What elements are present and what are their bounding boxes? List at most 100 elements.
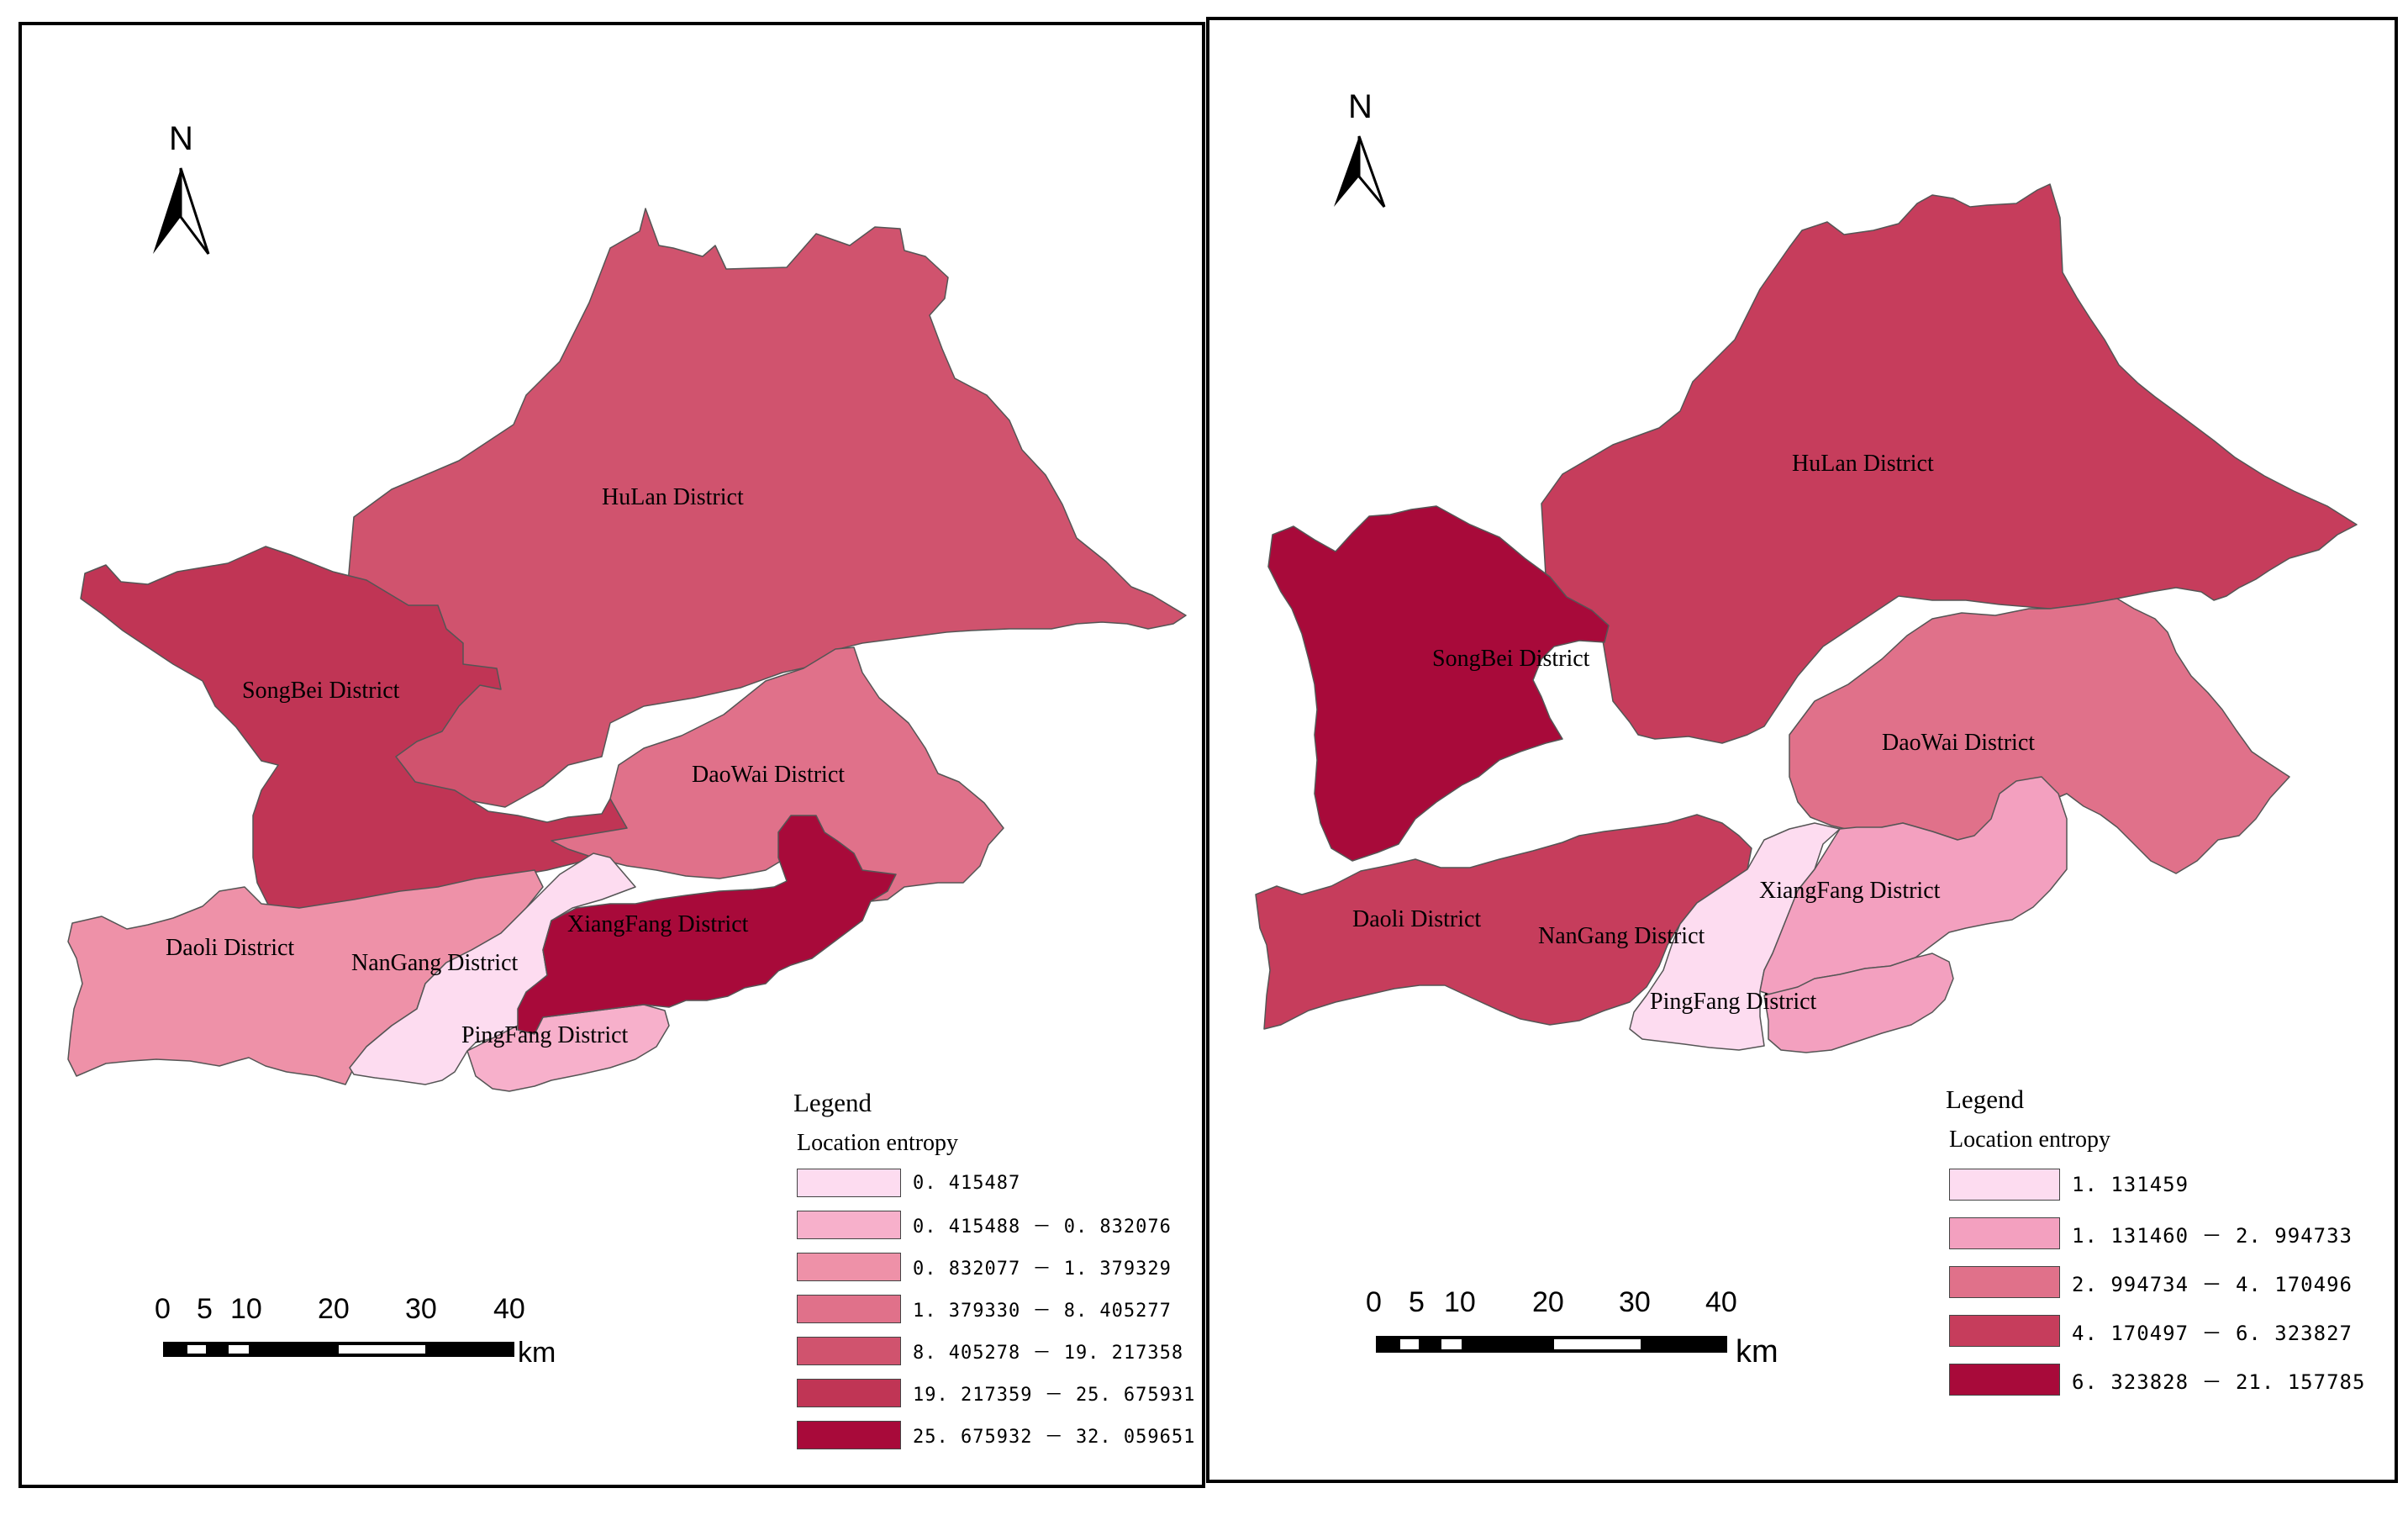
map-panel-right: N HuLan District SongBei District DaoWai… xyxy=(1206,17,2398,1483)
legend-subtitle: Location entropy xyxy=(797,1130,959,1156)
legend-item: 1. 379330 － 8. 405277 xyxy=(797,1295,1195,1323)
legend-label: 2. 994734 － 4. 170496 xyxy=(2072,1272,2353,1296)
north-arrow-left-half xyxy=(1334,136,1359,207)
district-songbei xyxy=(80,546,628,917)
scale-tick-10: 10 xyxy=(230,1293,262,1325)
label-songbei: SongBei District xyxy=(242,678,400,704)
district-labels: HuLan District SongBei District DaoWai D… xyxy=(166,484,845,1048)
label-xiangfang: XiangFang District xyxy=(567,911,749,937)
legend-left: Legend Location entropy 0. 415487 0. 415… xyxy=(793,1088,1195,1463)
scale-bar-frame xyxy=(1376,1336,1727,1353)
legend-item: 25. 675932 － 32. 059651 xyxy=(797,1421,1195,1449)
legend-item: 19. 217359 － 25. 675931 xyxy=(797,1379,1195,1407)
scale-tick-40: 40 xyxy=(1705,1286,1737,1318)
legend-swatch xyxy=(797,1295,901,1323)
legend-subtitle: Location entropy xyxy=(1949,1127,2111,1153)
legend-item: 1. 131459 xyxy=(1949,1169,2365,1201)
legend-swatch xyxy=(797,1421,901,1449)
label-hulan: HuLan District xyxy=(602,484,744,510)
legend-swatch xyxy=(797,1379,901,1407)
scale-seg-2 xyxy=(229,1345,249,1354)
scale-seg-1 xyxy=(1400,1339,1419,1349)
map-canvas-right: N HuLan District SongBei District DaoWai… xyxy=(1255,88,2358,1370)
scale-tick-5: 5 xyxy=(1409,1286,1425,1318)
scale-tick-10: 10 xyxy=(1444,1286,1476,1318)
legend-label: 8. 405278 － 19. 217358 xyxy=(913,1343,1184,1364)
legend-item: 4. 170497 － 6. 323827 xyxy=(1949,1315,2365,1347)
scale-tick-0: 0 xyxy=(1366,1286,1382,1318)
legend-label: 6. 323828 － 21. 157785 xyxy=(2072,1370,2366,1394)
legend-item: 2. 994734 － 4. 170496 xyxy=(1949,1266,2365,1298)
scale-tick-20: 20 xyxy=(318,1293,350,1325)
label-daoli: Daoli District xyxy=(1352,906,1481,932)
legend-swatch xyxy=(797,1337,901,1365)
legend-item: 1. 131460 － 2. 994733 xyxy=(1949,1217,2365,1249)
legend-item: 6. 323828 － 21. 157785 xyxy=(1949,1364,2365,1396)
legend-label: 0. 415487 xyxy=(913,1172,1021,1194)
scale-tick-20: 20 xyxy=(1532,1286,1564,1318)
north-arrow-letter: N xyxy=(169,120,193,157)
legend-label: 1. 131459 xyxy=(2072,1173,2189,1196)
north-arrow-right-half xyxy=(179,167,210,255)
label-songbei: SongBei District xyxy=(1432,646,1590,672)
district-pingfang xyxy=(1763,953,1954,1053)
scale-seg-3 xyxy=(1554,1339,1641,1349)
legend-item: 0. 832077 － 1. 379329 xyxy=(797,1253,1195,1281)
label-hulan: HuLan District xyxy=(1792,451,1934,477)
legend-label: 0. 832077 － 1. 379329 xyxy=(913,1259,1172,1280)
legend-title: Legend xyxy=(793,1088,872,1117)
legend-swatch xyxy=(1949,1169,2060,1201)
label-daowai: DaoWai District xyxy=(1882,730,2035,756)
scale-tick-40: 40 xyxy=(493,1293,525,1325)
legend-label: 1. 131460 － 2. 994733 xyxy=(2072,1223,2353,1248)
scale-unit: km xyxy=(1736,1334,1778,1370)
district-xiangfang xyxy=(1759,776,2068,996)
district-songbei xyxy=(1267,505,1610,862)
scale-unit: km xyxy=(518,1337,556,1369)
legend-swatch xyxy=(797,1253,901,1281)
label-daowai: DaoWai District xyxy=(692,762,845,788)
legend-swatch xyxy=(1949,1266,2060,1298)
district-daowai xyxy=(551,647,1004,902)
scale-seg-3 xyxy=(339,1345,425,1354)
north-arrow: N xyxy=(153,120,210,255)
scale-seg-2 xyxy=(1441,1339,1462,1349)
north-arrow-left-half xyxy=(153,168,181,254)
legend-title: Legend xyxy=(1946,1085,2024,1114)
scale-bar: 0 5 10 20 30 40 km xyxy=(1366,1286,1778,1370)
legend-label: 25. 675932 － 32. 059651 xyxy=(913,1427,1196,1448)
legend-swatch xyxy=(1949,1217,2060,1249)
scale-tick-0: 0 xyxy=(155,1293,171,1325)
district-hulan xyxy=(332,208,1187,808)
label-xiangfang: XiangFang District xyxy=(1759,878,1941,904)
district-labels: HuLan District SongBei District DaoWai D… xyxy=(1352,451,2035,1015)
scale-seg-1 xyxy=(187,1345,206,1354)
scale-bar: 0 5 10 20 30 40 km xyxy=(155,1293,556,1369)
north-arrow-letter: N xyxy=(1348,88,1373,125)
map-canvas-left: N HuLan District SongBei District DaoWai… xyxy=(67,120,1187,1369)
legend-swatch xyxy=(797,1169,901,1197)
legend-right: Legend Location entropy 1. 131459 1. 131… xyxy=(1946,1085,2365,1412)
map-panel-left: N HuLan District SongBei District DaoWai… xyxy=(18,22,1205,1488)
legend-swatch xyxy=(797,1211,901,1239)
label-daoli: Daoli District xyxy=(166,935,294,961)
scale-tick-30: 30 xyxy=(405,1293,437,1325)
district-xiangfang xyxy=(517,815,897,1035)
legend-item: 0. 415488 － 0. 832076 xyxy=(797,1211,1195,1239)
legend-item: 8. 405278 － 19. 217358 xyxy=(797,1337,1195,1365)
north-arrow-right-half xyxy=(1357,135,1386,208)
north-arrow: N xyxy=(1334,88,1386,208)
legend-label: 0. 415488 － 0. 832076 xyxy=(913,1217,1172,1238)
label-pingfang: PingFang District xyxy=(1650,989,1817,1015)
district-hulan xyxy=(1541,183,2358,744)
scale-tick-30: 30 xyxy=(1619,1286,1651,1318)
legend-swatch xyxy=(1949,1315,2060,1347)
legend-item: 0. 415487 xyxy=(797,1169,1195,1197)
label-nangang: NanGang District xyxy=(1538,923,1705,949)
scale-tick-5: 5 xyxy=(197,1293,213,1325)
legend-label: 4. 170497 － 6. 323827 xyxy=(2072,1321,2353,1345)
label-nangang: NanGang District xyxy=(351,950,519,976)
legend-label: 1. 379330 － 8. 405277 xyxy=(913,1301,1172,1322)
label-pingfang: PingFang District xyxy=(461,1022,629,1048)
legend-label: 19. 217359 － 25. 675931 xyxy=(913,1385,1196,1406)
